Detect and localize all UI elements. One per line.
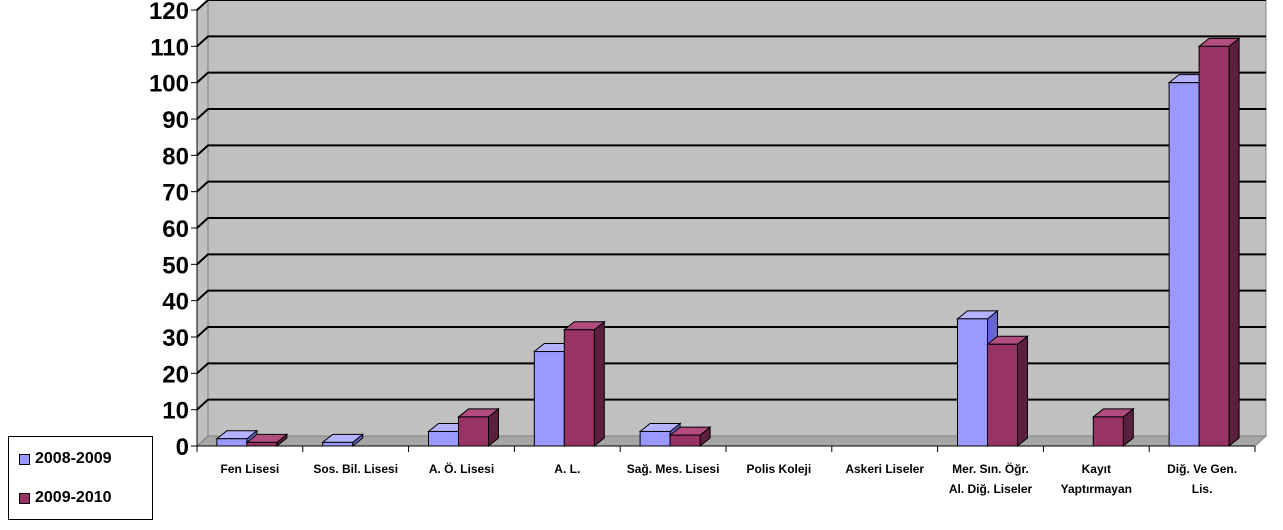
gridline — [196, 362, 1266, 375]
bar — [1197, 37, 1241, 448]
bar-side — [1228, 37, 1240, 448]
bar-front — [639, 430, 671, 447]
y-tick-label: 30 — [162, 325, 189, 352]
y-tick-label: 110 — [150, 34, 189, 61]
gridline — [196, 35, 1266, 48]
y-tick-label: 0 — [176, 434, 189, 461]
legend-swatch-series-1 — [19, 453, 30, 465]
y-tick-labels: 0 10 20 30 40 50 60 70 80 90 100 110 120 — [149, 0, 189, 461]
bar-front — [428, 430, 459, 447]
gridline — [196, 180, 1266, 193]
legend: 2008-2009 2009-2010 — [8, 436, 153, 520]
x-category-label: Diğ. Ve Gen. — [1167, 462, 1237, 476]
gridline — [196, 144, 1266, 157]
x-category-label: Sağ. Mes. Lisesi — [627, 462, 720, 476]
gridline — [196, 217, 1266, 229]
gridline — [196, 0, 1266, 11]
gridline — [196, 326, 1266, 338]
bar — [562, 320, 606, 448]
x-category-label: Askeri Liseler — [845, 462, 924, 476]
bar — [668, 426, 712, 448]
y-tick-label: 60 — [162, 216, 189, 243]
bar-front — [563, 329, 595, 447]
y-tick-label: 20 — [162, 361, 189, 388]
y-tick-label: 90 — [162, 107, 189, 134]
bar — [1091, 407, 1135, 448]
x-category-label: A. L. — [554, 462, 580, 476]
y-tick-label: 70 — [162, 180, 189, 207]
gridline — [196, 71, 1266, 84]
bar-side — [593, 320, 605, 448]
bar-front — [533, 351, 565, 447]
x-category-label: Lis. — [1192, 482, 1213, 496]
bar-front — [957, 318, 988, 447]
y-tick-label: 50 — [162, 252, 189, 279]
bar-front — [1092, 416, 1124, 447]
legend-item-series-2: 2009-2010 — [19, 489, 112, 507]
y-tick-label: 40 — [162, 289, 189, 316]
x-category-labels: Fen Lisesi Sos. Bil. Lisesi A. Ö. Lisesi A.… — [221, 461, 1238, 496]
bar-front — [669, 434, 701, 447]
legend-label-series-1: 2008-2009 — [35, 450, 112, 467]
bar-front — [322, 441, 354, 447]
y-tick-label: 120 — [149, 0, 189, 25]
bar — [321, 433, 365, 448]
bar — [245, 433, 289, 448]
legend-item-series-1: 2008-2009 — [19, 450, 112, 468]
gridline — [196, 289, 1266, 302]
gridline — [196, 253, 1266, 266]
legend-swatch-series-2 — [19, 492, 30, 504]
bar — [457, 407, 500, 448]
y-tick-label: 10 — [162, 398, 189, 425]
x-category-label: Polis Koleji — [747, 462, 812, 476]
bar — [986, 335, 1029, 448]
y-tick-label: 100 — [149, 71, 189, 98]
x-category-label: A. Ö. Lisesi — [429, 461, 494, 476]
x-category-label: Kayıt — [1082, 462, 1111, 476]
gridlines — [191, 0, 1266, 452]
x-category-label: Al. Diğ. Liseler — [949, 482, 1033, 496]
bars — [215, 37, 1241, 448]
x-category-label: Mer. Sın. Öğr. — [952, 461, 1029, 476]
bar-side — [1017, 335, 1028, 448]
gridline — [196, 108, 1266, 120]
bar-front — [1168, 82, 1200, 447]
plot-walls — [195, 0, 1268, 448]
gridline — [196, 398, 1266, 411]
legend-label-series-2: 2009-2010 — [35, 489, 112, 506]
x-category-label: Sos. Bil. Lisesi — [313, 462, 398, 476]
bar-front — [458, 416, 489, 447]
bar-front — [987, 343, 1018, 447]
bar-front — [216, 438, 248, 447]
bar-front — [1198, 45, 1230, 447]
x-category-label: Yaptırmayan — [1061, 482, 1132, 496]
bar-front — [246, 441, 278, 447]
x-category-label: Fen Lisesi — [221, 462, 280, 476]
y-tick-label: 80 — [162, 143, 189, 170]
